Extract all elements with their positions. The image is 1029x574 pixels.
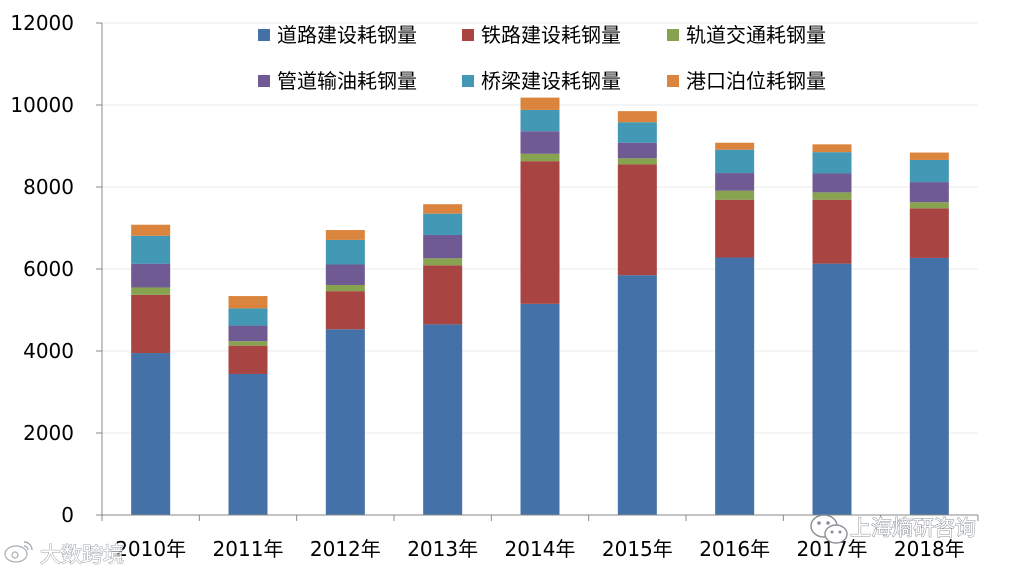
bar-segment — [228, 308, 268, 326]
legend-label: 轨道交通耗钢量 — [686, 23, 826, 47]
bar-segment — [520, 153, 560, 162]
bar-segment — [423, 213, 463, 235]
watermark-right-text: 上海熵研咨询 — [850, 516, 976, 540]
bar-segment — [325, 239, 365, 265]
bar-segment — [909, 159, 949, 183]
bar-segment — [520, 131, 560, 154]
bar-segment — [131, 263, 171, 288]
bar-segment — [909, 208, 949, 258]
bar-segment — [617, 122, 657, 143]
bar-segment — [228, 345, 268, 374]
legend-swatch — [667, 75, 679, 87]
y-tick-label: 12000 — [10, 11, 74, 35]
bar-segment — [715, 199, 755, 258]
x-tick-label: 2016年 — [699, 537, 770, 561]
bar-segment — [325, 230, 365, 240]
legend-swatch — [258, 75, 270, 87]
x-tick-labels: 2010年 2011年 2012年 2013年 2014年 2015年 2016年 2017年… — [101, 515, 979, 561]
y-tick-label: 2000 — [23, 421, 74, 445]
legend-item: 管道输油耗钢量 — [258, 69, 417, 93]
bar-segment — [228, 373, 268, 515]
bar-segment — [812, 199, 852, 264]
bar-segment — [228, 296, 268, 309]
bar-segment — [131, 294, 171, 354]
bar-segment — [617, 111, 657, 123]
bar-segment — [715, 142, 755, 150]
legend-item: 桥梁建设耗钢量 — [462, 69, 621, 93]
bar-segment — [909, 257, 949, 515]
x-tick-label: 2018年 — [894, 537, 965, 561]
x-tick-label: 2014年 — [505, 537, 576, 561]
legend-item: 铁路建设耗钢量 — [462, 23, 621, 47]
legend-item: 道路建设耗钢量 — [258, 23, 417, 47]
bar-segment — [812, 152, 852, 174]
bar-segment — [812, 173, 852, 193]
bar-segment — [909, 202, 949, 209]
x-tick-label: 2012年 — [310, 537, 381, 561]
legend-swatch — [462, 29, 474, 41]
bar-segment — [131, 287, 171, 295]
bar-segment — [228, 325, 268, 342]
y-tick-label: 10000 — [10, 93, 74, 117]
bar-segment — [325, 264, 365, 285]
weibo-logo-icon — [3, 541, 33, 564]
legend-swatch — [667, 29, 679, 41]
bar-segment — [909, 152, 949, 160]
bar-segment — [423, 265, 463, 325]
legend-label: 桥梁建设耗钢量 — [481, 69, 621, 93]
bar-segment — [131, 353, 171, 515]
bar-segment — [228, 341, 268, 346]
y-tick-label: 8000 — [23, 175, 74, 199]
legend-swatch — [258, 29, 270, 41]
bar-segment — [423, 204, 463, 214]
y-tick-labels: 0 2000 4000 6000 8000 10000 12000 — [10, 11, 102, 527]
bar-segment — [423, 324, 463, 515]
bar-segment — [812, 263, 852, 515]
bar-segment — [812, 144, 852, 153]
y-tick-label: 4000 — [23, 339, 74, 363]
x-tick-label: 2011年 — [213, 537, 284, 561]
bar-segment — [520, 97, 560, 110]
watermark-right: 上海熵研咨询 — [810, 514, 977, 544]
legend-item: 轨道交通耗钢量 — [667, 23, 826, 47]
x-tick-label: 2013年 — [407, 537, 478, 561]
bar-segment — [617, 164, 657, 276]
legend-label: 管道输油耗钢量 — [277, 69, 417, 93]
bar-segment — [325, 291, 365, 330]
legend-label: 港口泊位耗钢量 — [686, 69, 826, 93]
bar-segment — [715, 173, 755, 191]
x-tick-label: 2010年 — [115, 537, 186, 561]
bar-segment — [423, 258, 463, 266]
bar-segment — [131, 224, 171, 236]
legend-swatch — [462, 75, 474, 87]
bar-segment — [520, 109, 560, 132]
bar-segment — [325, 284, 365, 292]
bar-segment — [423, 234, 463, 259]
bar-stacks — [131, 97, 949, 515]
bar-segment — [617, 275, 657, 515]
bar-segment — [131, 235, 171, 264]
bar-segment — [520, 161, 560, 304]
legend-item: 港口泊位耗钢量 — [667, 69, 826, 93]
y-tick-label: 6000 — [23, 257, 74, 281]
bar-segment — [715, 149, 755, 174]
bar-segment — [617, 142, 657, 159]
bar-segment — [520, 303, 560, 515]
x-tick-label: 2015年 — [602, 537, 673, 561]
bar-segment — [325, 329, 365, 515]
watermark-left: 大数跨境 — [3, 541, 125, 568]
bar-segment — [812, 192, 852, 200]
y-tick-label: 0 — [61, 503, 74, 527]
legend-label: 道路建设耗钢量 — [277, 23, 417, 47]
bar-segment — [715, 190, 755, 200]
bar-segment — [715, 257, 755, 515]
bar-segment — [617, 158, 657, 165]
legend-label: 铁路建设耗钢量 — [481, 23, 621, 47]
wechat-logo-icon — [810, 514, 848, 544]
bar-segment — [909, 182, 949, 203]
watermark-left-text: 大数跨境 — [40, 543, 124, 567]
